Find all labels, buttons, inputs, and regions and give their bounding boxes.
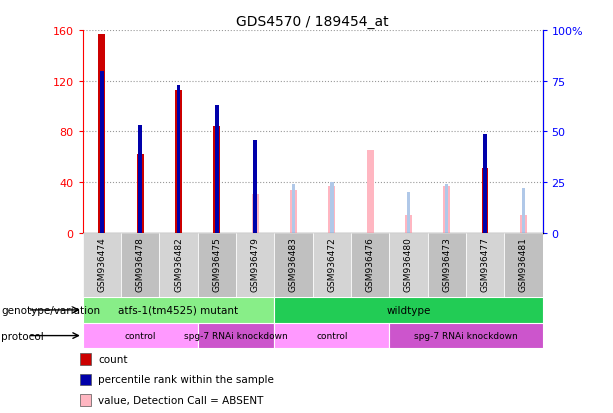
Text: genotype/variation: genotype/variation <box>1 305 101 315</box>
Bar <box>329 187 335 233</box>
Bar <box>83 323 197 349</box>
Bar <box>275 297 543 323</box>
Text: GSM936482: GSM936482 <box>174 237 183 291</box>
Bar <box>159 233 197 297</box>
Bar <box>330 183 333 233</box>
Bar <box>252 194 259 233</box>
Bar <box>215 106 219 233</box>
Bar <box>405 216 412 233</box>
Bar <box>275 323 389 349</box>
Bar <box>137 155 143 233</box>
Text: GSM936473: GSM936473 <box>442 237 451 291</box>
Bar <box>292 185 295 233</box>
Bar <box>389 233 428 297</box>
Bar <box>482 169 489 233</box>
Text: wildtype: wildtype <box>386 305 430 315</box>
Text: control: control <box>316 331 348 340</box>
Text: value, Detection Call = ABSENT: value, Detection Call = ABSENT <box>98 395 264 405</box>
Title: GDS4570 / 189454_at: GDS4570 / 189454_at <box>237 14 389 28</box>
Text: atfs-1(tm4525) mutant: atfs-1(tm4525) mutant <box>118 305 238 315</box>
Bar <box>177 85 180 233</box>
Bar <box>313 233 351 297</box>
Bar <box>389 323 543 349</box>
Text: spg-7 RNAi knockdown: spg-7 RNAi knockdown <box>414 331 518 340</box>
Text: count: count <box>98 354 128 364</box>
Text: spg-7 RNAi knockdown: spg-7 RNAi knockdown <box>184 331 288 340</box>
Bar <box>99 35 105 233</box>
Bar <box>483 134 487 233</box>
Bar <box>236 233 275 297</box>
Bar <box>351 233 389 297</box>
Text: percentile rank within the sample: percentile rank within the sample <box>98 375 274 385</box>
Text: GSM936481: GSM936481 <box>519 237 528 291</box>
Bar <box>443 187 450 233</box>
Bar <box>445 185 449 233</box>
Bar <box>139 126 142 233</box>
Bar <box>428 233 466 297</box>
Text: GSM936480: GSM936480 <box>404 237 413 291</box>
Bar <box>253 140 257 233</box>
Text: GSM936476: GSM936476 <box>365 237 375 291</box>
Bar <box>466 233 504 297</box>
Bar <box>197 233 236 297</box>
Bar <box>367 151 373 233</box>
Text: GSM936477: GSM936477 <box>481 237 490 291</box>
Bar <box>290 190 297 233</box>
Text: GSM936483: GSM936483 <box>289 237 298 291</box>
Bar <box>520 216 527 233</box>
Bar <box>213 127 220 233</box>
Bar <box>100 71 104 233</box>
Bar <box>406 193 410 233</box>
Bar <box>522 189 525 233</box>
Text: GSM936474: GSM936474 <box>97 237 107 291</box>
Bar <box>121 233 159 297</box>
Text: GSM936479: GSM936479 <box>251 237 260 291</box>
Text: GSM936472: GSM936472 <box>327 237 337 291</box>
Text: protocol: protocol <box>1 331 44 341</box>
Bar <box>197 323 275 349</box>
Bar <box>504 233 543 297</box>
Text: control: control <box>124 331 156 340</box>
Text: GSM936475: GSM936475 <box>212 237 221 291</box>
Text: GSM936478: GSM936478 <box>135 237 145 291</box>
Bar <box>83 297 275 323</box>
Bar <box>83 233 121 297</box>
Bar <box>175 90 182 233</box>
Bar <box>275 233 313 297</box>
